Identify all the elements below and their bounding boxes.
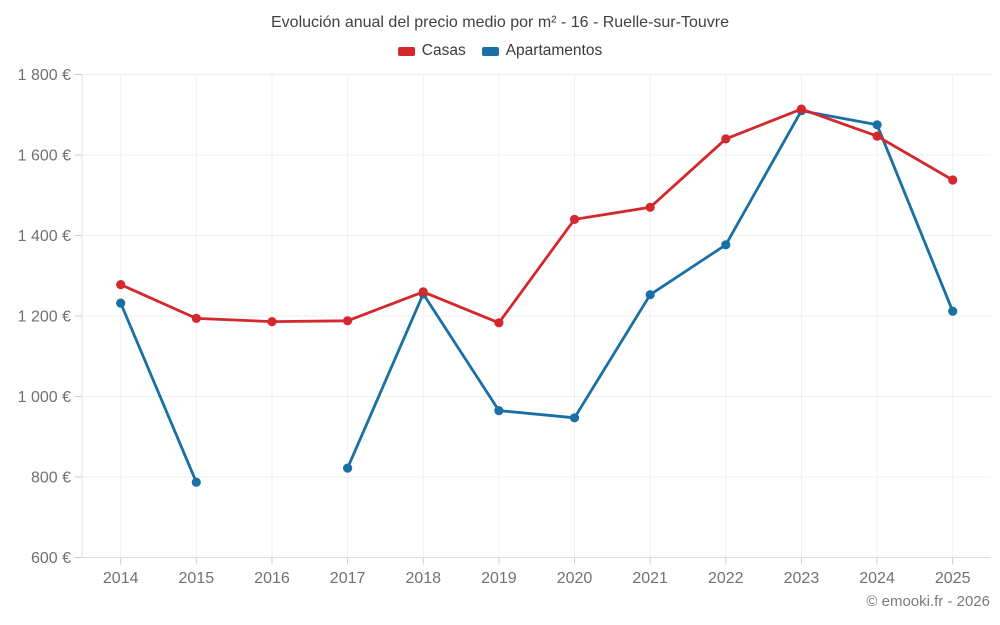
y-tick-label: 1 000 €	[18, 389, 71, 406]
x-tick-label: 2016	[254, 570, 290, 587]
data-point-casas-2019[interactable]	[494, 318, 504, 328]
chart-legend: Casas Apartamentos	[0, 42, 1000, 60]
data-point-apartamentos-2017[interactable]	[343, 463, 353, 473]
series-line-casas	[119, 107, 955, 325]
y-tick-label: 1 200 €	[18, 309, 71, 326]
x-tick-label: 2018	[405, 570, 441, 587]
x-tick-label: 2019	[481, 570, 517, 587]
data-point-apartamentos-2022[interactable]	[721, 240, 731, 250]
x-tick-label: 2021	[632, 570, 668, 587]
y-tick-label: 800 €	[31, 470, 71, 487]
data-point-apartamentos-2021[interactable]	[645, 290, 655, 300]
x-tick-label: 2020	[557, 570, 593, 587]
x-tick-label: 2024	[859, 570, 895, 587]
y-tick-label: 1 600 €	[18, 148, 71, 165]
y-tick-label: 600 €	[31, 550, 71, 567]
data-point-casas-2017[interactable]	[343, 316, 353, 326]
data-point-apartamentos-2015[interactable]	[191, 477, 201, 487]
data-point-apartamentos-2025[interactable]	[948, 306, 958, 316]
x-tick-label: 2017	[330, 570, 366, 587]
x-tick-label: 2014	[103, 570, 139, 587]
data-point-apartamentos-2019[interactable]	[494, 406, 504, 416]
data-point-casas-2014[interactable]	[116, 280, 126, 290]
data-point-casas-2018[interactable]	[418, 287, 428, 297]
x-tick-label: 2023	[784, 570, 820, 587]
legend-swatch-casas-icon	[397, 46, 415, 56]
y-tick-label: 1 400 €	[18, 228, 71, 245]
legend-label-apartamentos: Apartamentos	[505, 42, 603, 59]
x-tick-label: 2025	[935, 570, 971, 587]
data-point-apartamentos-2020[interactable]	[569, 413, 580, 423]
x-tick-label: 2015	[179, 570, 215, 587]
data-point-casas-2021[interactable]	[645, 202, 655, 212]
data-point-casas-2020[interactable]	[569, 214, 580, 224]
legend-swatch-apartamentos-icon	[481, 46, 499, 56]
data-point-apartamentos-2024[interactable]	[872, 120, 882, 130]
series-line-apartamentos	[119, 109, 955, 484]
data-point-casas-2016[interactable]	[267, 317, 277, 327]
x-tick-label: 2022	[708, 570, 744, 587]
legend-item-apartamentos[interactable]: Apartamentos	[481, 42, 603, 60]
data-point-casas-2022[interactable]	[721, 134, 731, 144]
data-point-casas-2025[interactable]	[948, 175, 958, 185]
legend-label-casas: Casas	[421, 42, 466, 59]
copyright-footer: © emooki.fr - 2026	[866, 593, 990, 610]
data-point-casas-2015[interactable]	[191, 313, 201, 323]
chart-title: Evolución anual del precio medio por m² …	[271, 14, 729, 31]
data-point-casas-2023[interactable]	[796, 104, 807, 114]
data-point-apartamentos-2014[interactable]	[116, 298, 126, 308]
y-tick-label: 1 800 €	[18, 67, 71, 84]
data-point-casas-2024[interactable]	[872, 131, 882, 141]
legend-item-casas[interactable]: Casas	[397, 42, 466, 60]
